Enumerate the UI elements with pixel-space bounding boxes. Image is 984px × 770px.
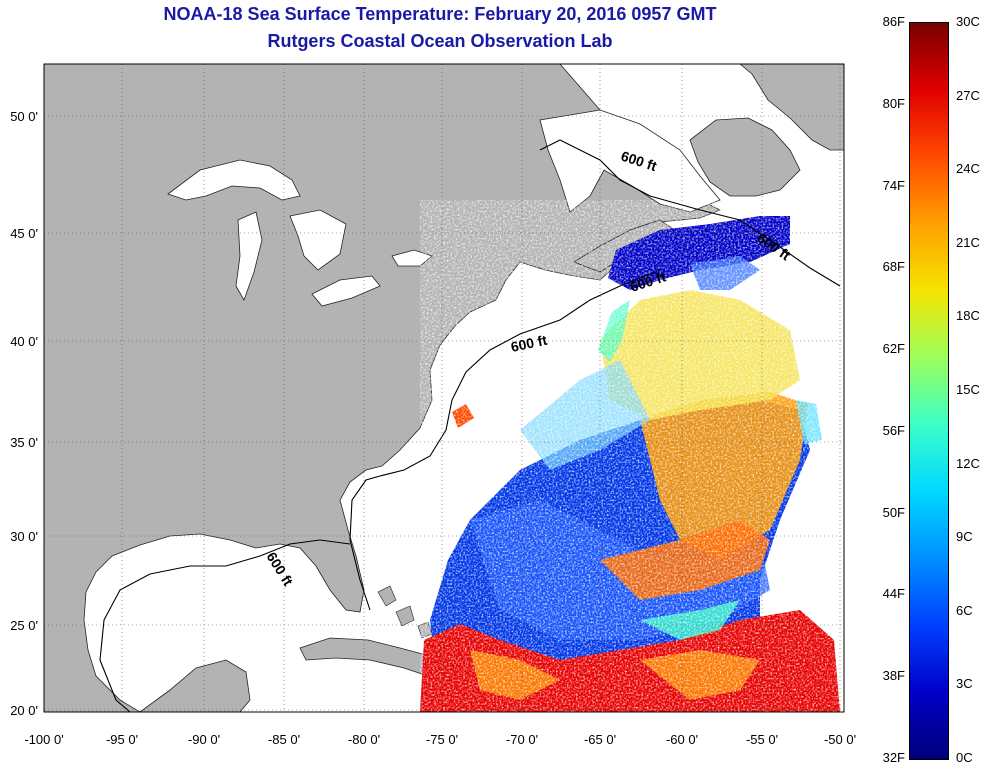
colorbar-celsius-label: 24C	[956, 161, 980, 177]
colorbar-celsius-label: 12C	[956, 455, 980, 471]
isobath-label: 600 ft	[509, 332, 548, 355]
longitude-tick-label: -50 0'	[824, 732, 856, 747]
latitude-tick-label: 30 0'	[10, 529, 38, 544]
land-yucatan	[139, 659, 251, 712]
colorbar-celsius-label: 27C	[956, 87, 980, 103]
lat-lon-grid	[44, 64, 844, 712]
colorbar-celsius-label: 3C	[956, 676, 973, 692]
longitude-tick-label: -80 0'	[348, 732, 380, 747]
colorbar-celsius-label: 0C	[956, 750, 973, 765]
land-newfoundland	[689, 117, 801, 197]
land-north-america	[44, 64, 844, 151]
longitude-tick-label: -60 0'	[666, 732, 698, 747]
longitude-tick-label: -55 0'	[746, 732, 778, 747]
latitude-tick-label: 40 0'	[10, 334, 38, 349]
great-lakes	[311, 275, 381, 307]
longitude-tick-label: -65 0'	[584, 732, 616, 747]
colorbar-celsius-label: 6C	[956, 602, 973, 618]
longitude-tick-label: -100 0'	[24, 732, 63, 747]
latitude-tick-label: 35 0'	[10, 435, 38, 450]
map-frame	[43, 63, 845, 713]
latitude-tick-label: 20 0'	[10, 703, 38, 718]
great-lakes	[235, 211, 263, 301]
colorbar-fahrenheit-label: 50F	[882, 504, 905, 520]
longitude-tick-label: -70 0'	[506, 732, 538, 747]
colorbar-fahrenheit-label: 86F	[882, 14, 905, 29]
longitude-tick-label: -85 0'	[268, 732, 300, 747]
latitude-tick-label: 45 0'	[10, 226, 38, 241]
isobath-600ft	[99, 139, 841, 712]
colorbar-fahrenheit-label: 44F	[882, 586, 905, 602]
sst-colorbar	[909, 22, 949, 760]
colorbar-fahrenheit-label: 32F	[882, 750, 905, 765]
colorbar-celsius-label: 30C	[956, 14, 980, 29]
colorbar-fahrenheit-label: 74F	[882, 177, 905, 193]
colorbar-fahrenheit-label: 80F	[882, 95, 905, 111]
great-lakes	[167, 159, 301, 201]
latitude-tick-label: 50 0'	[10, 109, 38, 124]
longitude-tick-label: -95 0'	[106, 732, 138, 747]
colorbar-celsius-label: 9C	[956, 529, 973, 545]
colorbar-celsius-label: 18C	[956, 308, 980, 324]
colorbar-celsius-label: 21C	[956, 234, 980, 250]
great-lakes	[289, 209, 347, 271]
cloud-speckle	[420, 200, 844, 712]
colorbar-fahrenheit-label: 62F	[882, 341, 905, 357]
latitude-tick-label: 25 0'	[10, 618, 38, 633]
colorbar-fahrenheit-label: 38F	[882, 668, 905, 684]
longitude-tick-label: -75 0'	[426, 732, 458, 747]
map-title: NOAA-18 Sea Surface Temperature: Februar…	[163, 4, 717, 24]
axis-ticks: -100 0' -95 0' -90 0' -85 0' -80 0' -75 0' -70…	[10, 109, 856, 747]
colorbar-fahrenheit-label: 68F	[882, 259, 905, 275]
colorbar-celsius-label: 15C	[956, 382, 980, 397]
map-subtitle: Rutgers Coastal Ocean Observation Lab	[267, 31, 613, 51]
longitude-tick-label: -90 0'	[188, 732, 220, 747]
colorbar-fahrenheit-label: 56F	[882, 422, 905, 438]
